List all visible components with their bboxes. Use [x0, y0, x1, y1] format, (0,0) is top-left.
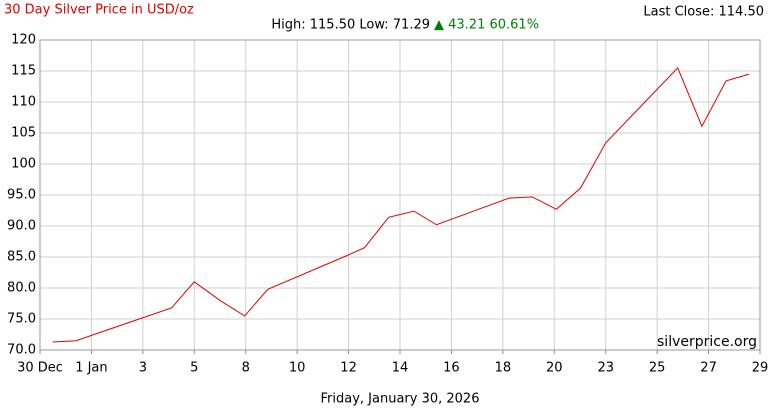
x-tick-label: 30 Dec: [17, 361, 63, 376]
x-tick-label: 5: [190, 361, 198, 376]
last-close: Last Close: 114.50: [643, 5, 764, 20]
y-tick-label: 105: [11, 126, 36, 141]
x-tick-label: 23: [597, 361, 614, 376]
x-tick-label: 25: [649, 361, 666, 376]
y-tick-label: 80.0: [7, 281, 36, 296]
price-line: [52, 67, 750, 343]
y-tick-label: 90.0: [7, 219, 36, 234]
y-tick-label: 95.0: [7, 188, 36, 203]
y-tick-label: 75.0: [7, 312, 36, 327]
x-tick-label: 3: [139, 361, 147, 376]
watermark: silverprice.org: [657, 334, 757, 350]
x-tick-label: 1 Jan: [75, 361, 107, 376]
x-tick-label: 8: [242, 361, 250, 376]
y-tick-label: 85.0: [7, 250, 36, 265]
change: ▲ 43.21 60.61%: [434, 18, 539, 33]
y-tick-label: 115: [11, 64, 36, 79]
x-tick-label: 12: [340, 361, 357, 376]
x-tick-label: 27: [700, 361, 717, 376]
plot-border: [39, 39, 761, 351]
y-tick-label: 120: [11, 33, 36, 48]
x-tick-label: 16: [443, 361, 460, 376]
x-tick-label: 14: [392, 361, 409, 376]
x-tick-label: 18: [495, 361, 512, 376]
stats: High: 115.50 Low: 71.29: [271, 18, 430, 33]
chart-title: 30 Day Silver Price in USD/oz: [4, 3, 194, 18]
x-axis-label: Friday, January 30, 2026: [321, 392, 480, 407]
x-tick-label: 29: [752, 361, 769, 376]
y-tick-label: 110: [11, 95, 36, 110]
y-tick-label: 70.0: [7, 343, 36, 358]
y-tick-label: 100: [11, 157, 36, 172]
x-tick-label: 20: [546, 361, 563, 376]
x-tick-label: 10: [289, 361, 306, 376]
